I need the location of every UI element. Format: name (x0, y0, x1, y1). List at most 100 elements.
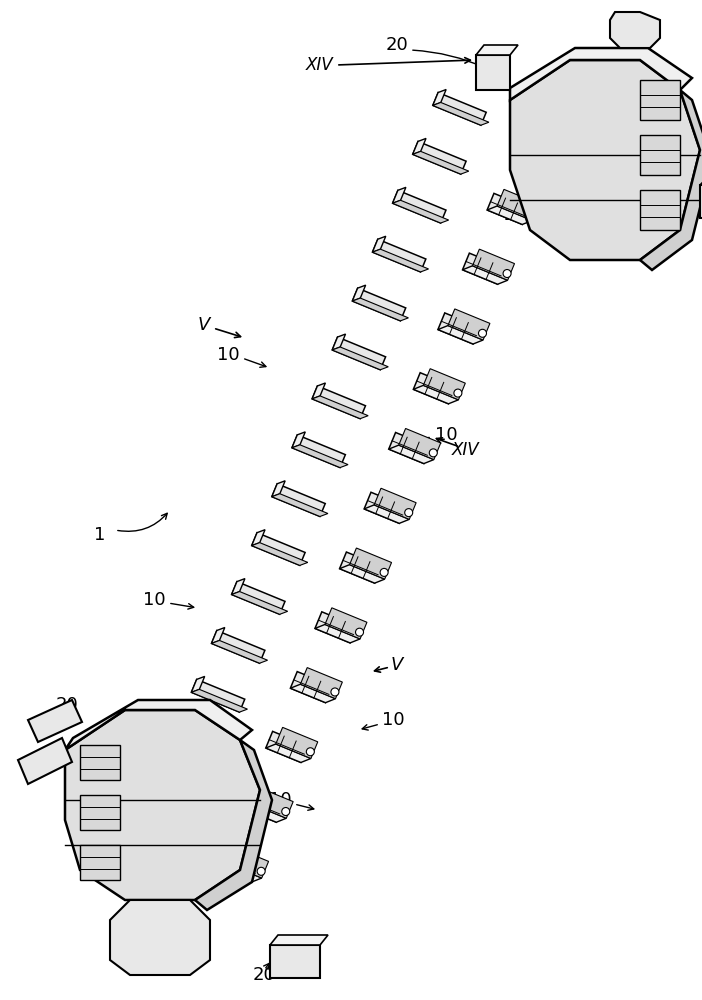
Polygon shape (373, 239, 426, 272)
Polygon shape (389, 445, 434, 464)
Polygon shape (332, 337, 385, 370)
Circle shape (528, 210, 536, 218)
Polygon shape (211, 630, 265, 663)
Circle shape (430, 449, 437, 457)
Polygon shape (80, 745, 120, 780)
Polygon shape (131, 823, 145, 839)
Polygon shape (252, 533, 305, 565)
Polygon shape (65, 700, 252, 750)
Polygon shape (373, 249, 428, 272)
Polygon shape (80, 845, 120, 880)
Text: 1: 1 (94, 526, 106, 544)
Polygon shape (252, 543, 307, 565)
Polygon shape (232, 592, 288, 614)
Polygon shape (227, 847, 269, 878)
Text: V: V (198, 316, 210, 334)
Polygon shape (217, 851, 258, 882)
Polygon shape (640, 80, 680, 120)
Polygon shape (463, 266, 508, 284)
Polygon shape (270, 935, 328, 945)
Polygon shape (364, 492, 406, 523)
Polygon shape (389, 432, 431, 464)
Circle shape (355, 628, 364, 636)
Polygon shape (352, 285, 366, 301)
Polygon shape (463, 253, 505, 284)
Polygon shape (312, 383, 326, 399)
Circle shape (282, 808, 290, 816)
Text: 10: 10 (217, 346, 239, 364)
Polygon shape (610, 12, 660, 48)
Polygon shape (171, 728, 225, 761)
Polygon shape (192, 676, 205, 692)
Circle shape (503, 270, 511, 278)
Polygon shape (332, 334, 345, 350)
Circle shape (331, 688, 339, 696)
Polygon shape (211, 640, 267, 663)
Polygon shape (131, 826, 185, 859)
Polygon shape (433, 92, 486, 125)
Circle shape (454, 389, 462, 397)
Circle shape (479, 329, 486, 337)
Polygon shape (433, 102, 489, 125)
Polygon shape (291, 684, 336, 703)
Polygon shape (476, 45, 518, 55)
Text: 20: 20 (385, 36, 409, 54)
Polygon shape (413, 151, 469, 174)
Polygon shape (300, 668, 343, 699)
Polygon shape (241, 791, 283, 822)
Polygon shape (640, 135, 680, 175)
Polygon shape (272, 494, 328, 517)
Polygon shape (438, 313, 480, 344)
Text: 10: 10 (143, 591, 165, 609)
Polygon shape (232, 579, 245, 595)
Polygon shape (272, 484, 325, 517)
Polygon shape (195, 740, 272, 910)
Polygon shape (340, 552, 382, 583)
Polygon shape (512, 146, 557, 165)
Text: 10: 10 (269, 791, 291, 809)
Polygon shape (151, 777, 204, 810)
Polygon shape (392, 187, 406, 203)
Polygon shape (171, 725, 185, 741)
Polygon shape (325, 608, 367, 639)
Text: 20: 20 (55, 696, 79, 714)
Polygon shape (251, 787, 293, 818)
Polygon shape (272, 481, 285, 497)
Polygon shape (364, 505, 409, 523)
Polygon shape (270, 945, 320, 978)
Polygon shape (640, 90, 702, 270)
Polygon shape (448, 309, 490, 340)
Polygon shape (291, 672, 332, 703)
Polygon shape (292, 445, 348, 468)
Text: 10: 10 (435, 426, 457, 444)
Polygon shape (80, 795, 120, 830)
Polygon shape (232, 582, 285, 614)
Polygon shape (211, 627, 225, 643)
Polygon shape (340, 565, 385, 583)
Polygon shape (700, 175, 702, 185)
Text: 10: 10 (382, 711, 404, 729)
Polygon shape (487, 193, 529, 224)
Text: 30: 30 (543, 136, 567, 154)
Text: V: V (391, 656, 403, 674)
Polygon shape (392, 200, 449, 223)
Text: XIV: XIV (306, 56, 334, 74)
Polygon shape (266, 744, 311, 762)
Text: 20: 20 (503, 206, 526, 224)
Polygon shape (315, 612, 357, 643)
Polygon shape (131, 836, 187, 859)
Text: 20: 20 (253, 966, 275, 984)
Polygon shape (373, 236, 386, 252)
Polygon shape (312, 386, 366, 419)
Polygon shape (266, 731, 307, 762)
Circle shape (257, 867, 265, 875)
Polygon shape (18, 738, 72, 784)
Polygon shape (28, 700, 82, 742)
Circle shape (306, 748, 314, 756)
Polygon shape (413, 141, 466, 174)
Polygon shape (433, 89, 446, 105)
Circle shape (552, 150, 560, 158)
Polygon shape (510, 60, 700, 260)
Polygon shape (438, 326, 483, 344)
Polygon shape (315, 624, 360, 643)
